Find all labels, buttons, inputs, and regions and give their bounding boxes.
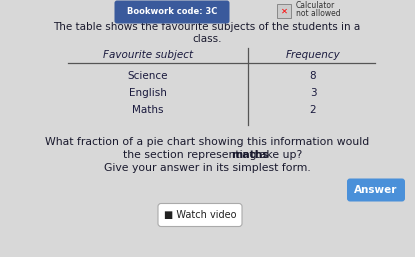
Text: take up?: take up? <box>252 150 303 160</box>
Text: the section representing: the section representing <box>123 150 260 160</box>
Text: maths: maths <box>231 150 269 160</box>
FancyBboxPatch shape <box>277 4 291 18</box>
Text: Calculator: Calculator <box>296 1 335 10</box>
Text: What fraction of a pie chart showing this information would: What fraction of a pie chart showing thi… <box>45 137 369 147</box>
Text: Bookwork code: 3C: Bookwork code: 3C <box>127 7 217 16</box>
Text: ■ Watch video: ■ Watch video <box>164 210 236 220</box>
Text: Answer: Answer <box>354 185 398 195</box>
FancyBboxPatch shape <box>115 1 229 23</box>
Text: The table shows the favourite subjects of the students in a: The table shows the favourite subjects o… <box>54 22 361 32</box>
Text: Favourite subject: Favourite subject <box>103 50 193 60</box>
Text: not allowed: not allowed <box>296 8 341 17</box>
FancyBboxPatch shape <box>158 204 242 226</box>
Text: 2: 2 <box>310 105 316 115</box>
Text: Frequency: Frequency <box>286 50 340 60</box>
Text: Maths: Maths <box>132 105 164 115</box>
FancyBboxPatch shape <box>347 179 405 201</box>
Text: class.: class. <box>192 34 222 44</box>
Text: Science: Science <box>128 71 168 81</box>
Text: English: English <box>129 88 167 98</box>
Text: 3: 3 <box>310 88 316 98</box>
Text: 8: 8 <box>310 71 316 81</box>
Text: Give your answer in its simplest form.: Give your answer in its simplest form. <box>104 163 310 173</box>
Text: ✕: ✕ <box>281 6 288 15</box>
